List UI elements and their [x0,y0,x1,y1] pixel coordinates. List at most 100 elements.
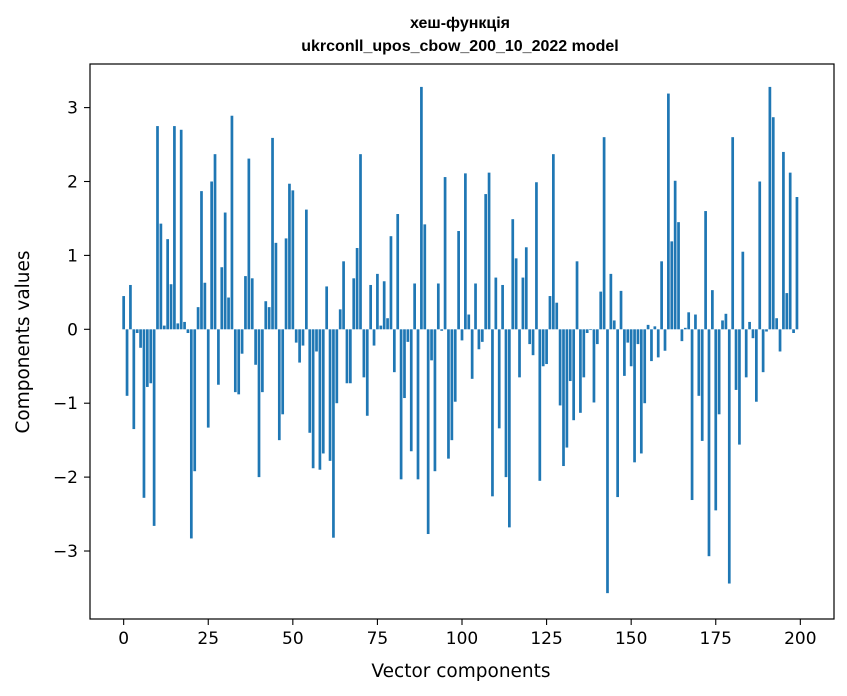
bar [200,191,203,330]
bar [792,329,795,334]
bar [142,329,146,498]
bar [342,261,345,330]
bar [670,241,674,330]
bar [785,293,789,330]
bar [751,329,755,339]
bar [392,329,396,373]
bar [403,329,406,399]
bar [281,329,285,415]
bar [345,329,349,384]
y-tick-label: 0 [67,320,78,340]
bar [477,329,481,350]
bar [457,231,460,330]
bar [548,296,552,330]
bar [315,329,318,352]
bar [731,137,735,330]
bar [599,291,603,330]
bar [274,242,278,330]
bar [606,329,609,594]
bar [524,247,528,330]
bar [714,329,718,511]
bar [396,214,400,330]
y-tick-label: −3 [53,542,78,562]
bar [474,283,477,330]
bar [585,329,589,334]
bar [291,190,295,330]
bar [677,222,680,330]
bar [227,297,230,330]
bar [220,267,224,330]
bar [460,329,464,341]
bar [497,329,501,429]
bar [653,326,657,330]
bar [213,154,217,330]
bar [480,329,484,342]
bar [284,238,288,330]
bar [683,327,687,330]
bar [440,329,444,331]
bar [217,329,220,385]
bar [430,329,433,361]
bar [423,224,427,330]
x-axis-ticks: 0 25 50 75 100 125 150 175 200 [118,619,817,649]
bar [379,325,383,330]
bar [399,329,403,480]
bar [152,329,156,526]
bar [771,117,775,330]
x-tick-label: 175 [700,629,732,649]
bar [765,329,768,332]
y-axis-ticks: −3 −2 −1 0 1 2 3 [53,99,90,562]
bar [541,329,545,367]
bar [406,329,410,342]
bar [230,115,234,330]
bar [382,281,386,330]
bar [484,194,488,330]
bar [514,258,518,330]
bar [237,329,241,395]
bar [288,183,291,330]
bar [673,180,677,330]
bar [795,197,799,330]
bar [602,137,606,330]
y-tick-label: 2 [67,173,78,193]
y-tick-label: −1 [53,394,78,414]
bar [203,282,207,330]
plot-frame [89,63,835,620]
bar [778,329,782,352]
bar [325,286,329,330]
bar [267,307,271,330]
bar [788,172,792,330]
bar [132,329,136,430]
bar [453,329,457,402]
bar [738,329,741,445]
bar [436,283,440,330]
bar [721,320,724,330]
bar [426,329,430,535]
bar [389,236,393,330]
bar [386,318,389,330]
bar [149,329,153,384]
bar [633,329,636,463]
bar [122,296,126,330]
bar [369,284,373,330]
x-tick-label: 100 [446,629,478,649]
bar [582,329,586,378]
bar [467,314,471,330]
bar [447,329,450,459]
bar [521,277,525,330]
bar [636,329,640,345]
bar [365,329,369,416]
bar [470,329,474,379]
bar [179,129,183,330]
x-tick-label: 125 [530,629,562,649]
bar [416,329,420,480]
bar [338,309,342,330]
bar [223,212,227,330]
bar [318,329,322,470]
bar [125,329,129,396]
bar [264,301,268,330]
bar [579,329,582,413]
y-tick-label: −2 [53,468,78,488]
bar [321,329,325,454]
